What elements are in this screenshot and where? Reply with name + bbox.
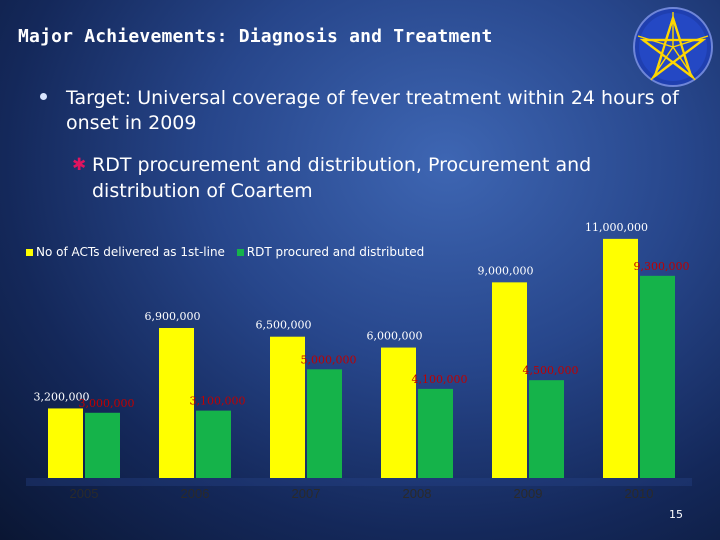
x-tick-label-2008: 2008 (403, 486, 432, 501)
chart-legend: No of ACTs delivered as 1st-line RDT pro… (26, 245, 432, 259)
bar-acts-2008 (381, 347, 416, 478)
x-tick-label-2005: 2005 (70, 486, 99, 501)
x-tick-label-2006: 2006 (181, 486, 210, 501)
page-number: 15 (669, 508, 683, 521)
bar-rdt-2006 (196, 410, 231, 478)
bar-rdt-2008 (418, 388, 453, 478)
x-tick-label-2007: 2007 (292, 486, 321, 501)
bar-acts-2005 (48, 408, 83, 478)
x-tick-label-2010: 2010 (625, 486, 654, 501)
bar-acts-2006 (159, 328, 194, 478)
data-label-rdt-2010: 9,300,000 (634, 260, 690, 273)
legend-label-acts: No of ACTs delivered as 1st-line (36, 245, 225, 259)
data-label-rdt-2009: 4,500,000 (523, 364, 579, 377)
bar-rdt-2005 (85, 412, 120, 478)
bar-acts-2010 (603, 238, 638, 478)
legend-swatch-green (236, 249, 244, 256)
data-label-acts-2007: 6,500,000 (256, 319, 312, 332)
bar-rdt-2010 (640, 275, 675, 478)
data-label-rdt-2008: 4,100,000 (412, 373, 468, 386)
x-tick-label-2009: 2009 (514, 486, 543, 501)
data-label-acts-2010: 11,000,000 (585, 221, 648, 234)
asterisk-bullet-icon: ✱ (72, 155, 87, 175)
bullet-dot-icon (40, 93, 47, 100)
data-label-acts-2005: 3,200,000 (34, 390, 90, 403)
slide-title: Major Achievements: Diagnosis and Treatm… (18, 26, 493, 47)
bar-acts-2009 (492, 282, 527, 478)
data-label-rdt-2007: 5,000,000 (301, 353, 357, 366)
legend-item-acts: No of ACTs delivered as 1st-line (26, 245, 225, 259)
legend-item-rdt: RDT procured and distributed (236, 245, 425, 259)
bar-rdt-2007 (307, 369, 342, 478)
bar-rdt-2009 (529, 380, 564, 478)
data-label-acts-2008: 6,000,000 (367, 330, 423, 343)
data-label-rdt-2005: 3,000,000 (79, 397, 135, 410)
legend-swatch-yellow (26, 249, 33, 256)
bar-acts-2007 (270, 336, 305, 478)
legend-label-rdt: RDT procured and distributed (246, 245, 425, 259)
data-label-acts-2006: 6,900,000 (145, 310, 201, 323)
chart-floor (26, 478, 692, 486)
bullet-procurement-text: RDT procurement and distribution, Procur… (92, 154, 592, 202)
data-label-rdt-2006: 3,100,000 (190, 395, 246, 408)
bullet-target-text: Target: Universal coverage of fever trea… (66, 87, 679, 134)
ethiopia-emblem-icon (633, 7, 713, 87)
data-label-acts-2009: 9,000,000 (478, 264, 534, 277)
